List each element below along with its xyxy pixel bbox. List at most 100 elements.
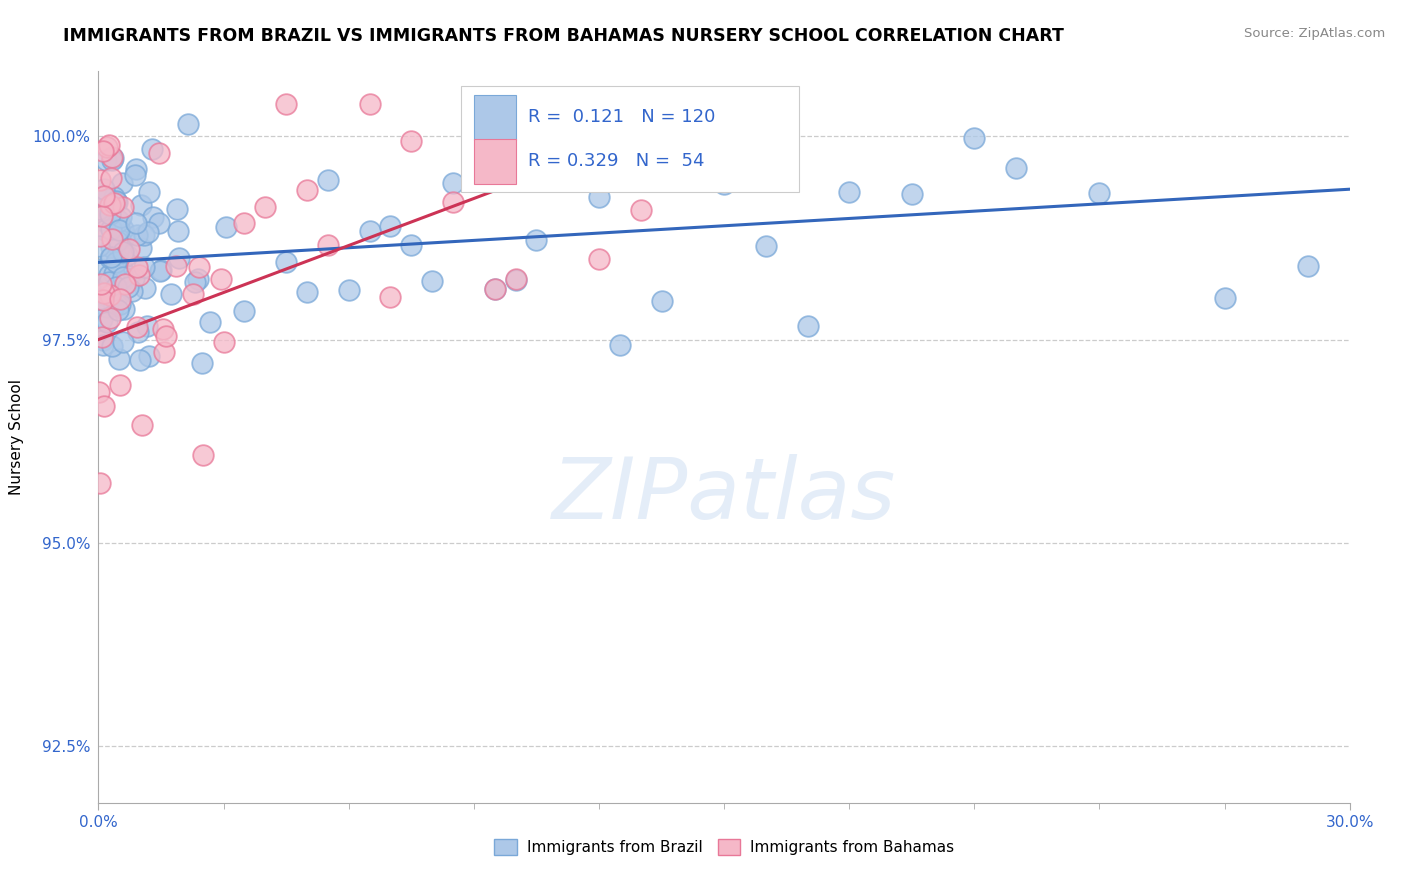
Point [108,214,131,228]
Point [776,169,799,184]
Point [152,322,174,336]
Point [100,150,122,164]
Point [90,277,112,292]
Point [588,190,610,204]
Point [110,276,132,290]
Point [90,285,112,299]
Point [148,146,170,161]
FancyBboxPatch shape [461,86,799,192]
Point [155,328,177,343]
Point [211,272,233,286]
Point [112,222,135,236]
Point [125,162,148,177]
Point [142,210,165,224]
FancyBboxPatch shape [474,139,516,184]
Point [401,238,423,252]
Point [588,252,610,267]
Point [89,202,111,216]
Point [1088,186,1111,201]
Point [963,130,986,145]
Point [90,212,112,227]
Point [105,194,128,209]
Point [97,268,120,282]
Point [98,275,121,289]
Point [131,417,153,432]
Text: R = 0.329   N =  54: R = 0.329 N = 54 [527,153,704,170]
Point [316,173,339,187]
Point [101,232,124,246]
Point [110,176,132,190]
Point [89,229,111,244]
Point [567,143,589,157]
Point [380,219,402,233]
Point [105,254,128,268]
Point [132,228,155,243]
Point [103,195,125,210]
Point [89,239,111,253]
Point [105,280,128,294]
Point [567,169,589,183]
Point [1213,291,1236,305]
Point [441,176,464,190]
Point [91,333,114,347]
Point [441,194,464,209]
Point [187,272,209,286]
Point [89,476,111,491]
Point [524,233,547,247]
Point [1005,161,1028,176]
Point [420,274,443,288]
Point [96,300,118,314]
Point [91,144,114,158]
Point [90,262,112,277]
Point [108,378,131,392]
Point [129,241,152,255]
Point [110,292,132,306]
Point [505,272,527,286]
Point [184,275,207,289]
Point [141,142,163,156]
Point [1296,259,1319,273]
Point [274,96,298,111]
Point [90,209,112,223]
Point [114,277,136,292]
Point [89,172,111,186]
Point [136,318,159,333]
Point [93,399,115,413]
Point [149,263,172,277]
Point [124,168,146,182]
Point [401,134,423,148]
Point [138,185,160,199]
Point [89,385,111,400]
Point [96,315,118,329]
Point [295,183,318,197]
Point [98,310,121,325]
Point [233,216,256,230]
Point [127,325,149,339]
Point [93,286,115,301]
Point [160,286,183,301]
Point [117,279,139,293]
Point [295,285,318,300]
Point [148,215,170,229]
Point [233,303,256,318]
Point [98,288,121,302]
Point [125,319,148,334]
Point [103,190,125,204]
Point [112,244,135,259]
Point [150,263,173,277]
Point [101,151,124,165]
Point [96,140,118,154]
Point [609,337,631,351]
Point [183,287,205,301]
Point [100,198,122,212]
Point [796,318,818,333]
Point [122,271,145,285]
Point [254,200,277,214]
Point [112,270,135,285]
Point [713,177,735,191]
Point [93,189,115,203]
Point [105,195,128,210]
Point [463,168,485,182]
Point [136,225,159,239]
Point [111,200,134,214]
